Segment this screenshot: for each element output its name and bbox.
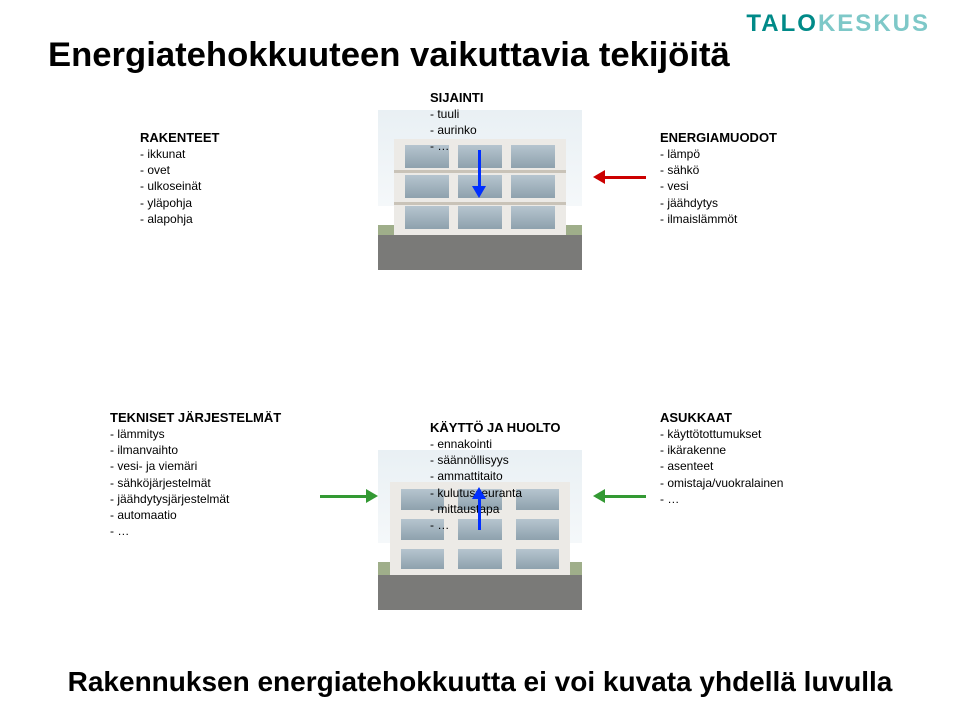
block-item: - kulutusseuranta	[430, 485, 560, 501]
block-list-sijainti: - tuuli- aurinko- …	[430, 106, 483, 155]
block-item: - säännöllisyys	[430, 452, 560, 468]
block-item: - asenteet	[660, 458, 783, 474]
slide-title: Energiatehokkuuteen vaikuttavia tekijöit…	[48, 36, 730, 75]
block-item: - sähkö	[660, 162, 777, 178]
block-kaytto: KÄYTTÖ JA HUOLTO - ennakointi- säännölli…	[430, 420, 560, 533]
block-item: - alapohja	[140, 211, 219, 227]
block-item: - jäähdytysjärjestelmät	[110, 491, 281, 507]
block-title-energiamuodot: ENERGIAMUODOT	[660, 130, 777, 145]
block-item: - …	[430, 517, 560, 533]
footer-bar: Rakennuksen energiatehokkuutta ei voi ku…	[0, 649, 960, 715]
block-item: - tuuli	[430, 106, 483, 122]
brand-logo: TALOKESKUS	[746, 10, 930, 38]
block-item: - vesi- ja viemäri	[110, 458, 281, 474]
block-asukkaat: ASUKKAAT - käyttötottumukset- ikärakenne…	[660, 410, 783, 507]
block-title-sijainti: SIJAINTI	[430, 90, 483, 105]
block-rakenteet: RAKENTEET - ikkunat- ovet- ulkoseinät- y…	[140, 130, 219, 227]
block-item: - ennakointi	[430, 436, 560, 452]
block-item: - ilmanvaihto	[110, 442, 281, 458]
block-list-energiamuodot: - lämpö- sähkö- vesi- jäähdytys- ilmaisl…	[660, 146, 777, 227]
block-tekniset: TEKNISET JÄRJESTELMÄT - lämmitys- ilmanv…	[110, 410, 281, 539]
block-item: - ikärakenne	[660, 442, 783, 458]
block-item: - …	[660, 491, 783, 507]
footer-text: Rakennuksen energiatehokkuutta ei voi ku…	[68, 666, 893, 698]
block-item: - vesi	[660, 178, 777, 194]
block-item: - jäähdytys	[660, 195, 777, 211]
block-list-kaytto: - ennakointi- säännöllisyys- ammattitait…	[430, 436, 560, 533]
slide: TALOKESKUS Energiatehokkuuteen vaikuttav…	[0, 0, 960, 715]
block-item: - ulkoseinät	[140, 178, 219, 194]
block-item: - käyttötottumukset	[660, 426, 783, 442]
block-item: - sähköjärjestelmät	[110, 475, 281, 491]
block-item: - aurinko	[430, 122, 483, 138]
block-item: - automaatio	[110, 507, 281, 523]
block-title-rakenteet: RAKENTEET	[140, 130, 219, 145]
block-list-asukkaat: - käyttötottumukset- ikärakenne- asentee…	[660, 426, 783, 507]
block-item: - lämpö	[660, 146, 777, 162]
block-title-tekniset: TEKNISET JÄRJESTELMÄT	[110, 410, 281, 425]
block-title-kaytto: KÄYTTÖ JA HUOLTO	[430, 420, 560, 435]
block-item: - mittaustapa	[430, 501, 560, 517]
block-list-rakenteet: - ikkunat- ovet- ulkoseinät- yläpohja- a…	[140, 146, 219, 227]
block-item: - omistaja/vuokralainen	[660, 475, 783, 491]
logo-secondary: KESKUS	[818, 10, 930, 37]
block-item: - ovet	[140, 162, 219, 178]
block-sijainti: SIJAINTI - tuuli- aurinko- …	[430, 90, 483, 155]
block-item: - lämmitys	[110, 426, 281, 442]
block-item: - …	[110, 523, 281, 539]
block-energiamuodot: ENERGIAMUODOT - lämpö- sähkö- vesi- jääh…	[660, 130, 777, 227]
block-title-asukkaat: ASUKKAAT	[660, 410, 783, 425]
block-list-tekniset: - lämmitys- ilmanvaihto- vesi- ja viemär…	[110, 426, 281, 539]
block-item: - yläpohja	[140, 195, 219, 211]
block-item: - …	[430, 138, 483, 154]
block-item: - ikkunat	[140, 146, 219, 162]
logo-main: TALO	[746, 10, 818, 37]
block-item: - ammattitaito	[430, 468, 560, 484]
block-item: - ilmaislämmöt	[660, 211, 777, 227]
